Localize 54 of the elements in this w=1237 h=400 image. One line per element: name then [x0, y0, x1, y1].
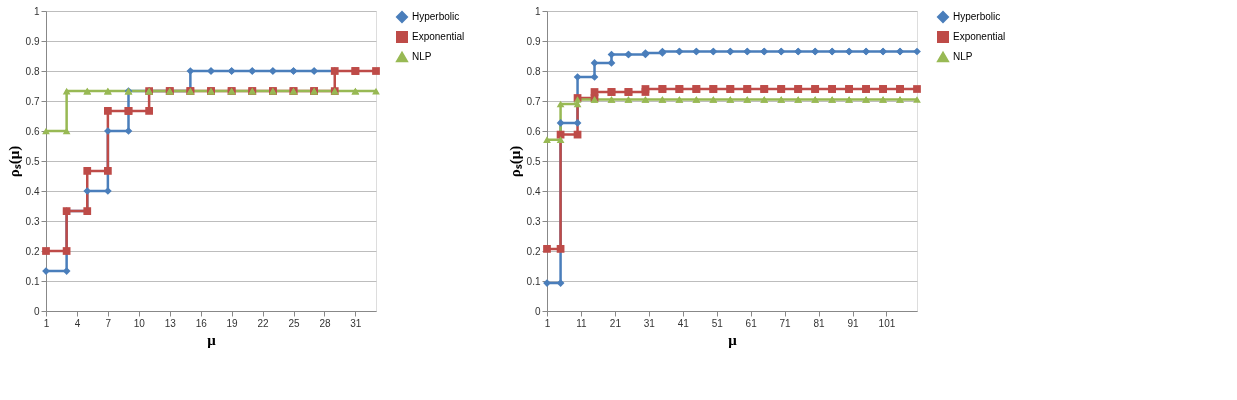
x-tick-label: 31	[350, 317, 362, 329]
x-tick-label: 11	[576, 317, 588, 329]
y-tick-label: 0.4	[25, 185, 40, 197]
x-tick-label: 51	[711, 317, 724, 329]
y-tick-label: 0.8	[25, 65, 40, 77]
y-axis-title: ρₛ(μ)	[506, 145, 524, 178]
x-tick-label: 21	[609, 317, 622, 329]
legend-label: Hyperbolic	[953, 11, 1001, 22]
x-tick-label: 71	[779, 317, 792, 329]
y-tick-label: 0.4	[526, 185, 541, 197]
y-tick-label: 0.1	[526, 275, 541, 287]
y-tick-label: 0	[534, 305, 541, 317]
y-tick-label: 0.5	[25, 155, 40, 167]
x-tick-label: 13	[164, 317, 177, 329]
y-tick-label: 0.7	[526, 95, 541, 107]
x-tick-label: 101	[878, 317, 896, 329]
x-tick-label: 10	[133, 317, 146, 329]
y-tick-label: 0	[33, 305, 40, 317]
y-tick-label: 1	[534, 5, 541, 17]
x-tick-label: 61	[745, 317, 758, 329]
legend-label: NLP	[412, 51, 432, 62]
y-tick-label: 0.2	[526, 245, 541, 257]
y-tick-label: 0.9	[526, 35, 541, 47]
x-axis-title: μ	[728, 331, 738, 348]
y-tick-label: 0.9	[25, 35, 40, 47]
x-tick-label: 16	[195, 317, 208, 329]
x-tick-label: 19	[226, 317, 239, 329]
x-tick-label: 28	[319, 317, 331, 329]
y-tick-label: 0.6	[526, 125, 541, 137]
legend-label: Exponential	[412, 31, 465, 42]
x-tick-label: 7	[105, 317, 112, 329]
legend-label: Exponential	[953, 31, 1006, 42]
x-tick-label: 4	[74, 317, 81, 329]
y-tick-label: 0.3	[25, 215, 40, 227]
x-tick-label: 91	[847, 317, 859, 329]
legend-label: NLP	[953, 51, 973, 62]
legend-label: Hyperbolic	[412, 11, 460, 22]
x-tick-label: 41	[677, 317, 690, 329]
y-tick-label: 1	[33, 5, 40, 17]
x-tick-label: 22	[257, 317, 270, 329]
y-axis-title: ρₛ(μ)	[5, 145, 23, 178]
y-tick-label: 0.7	[25, 95, 40, 107]
y-tick-label: 0.8	[526, 65, 541, 77]
x-tick-label: 1	[43, 317, 50, 329]
x-tick-label: 1	[544, 317, 551, 329]
y-tick-label: 0.1	[25, 275, 40, 287]
y-tick-label: 0.3	[526, 215, 541, 227]
x-tick-label: 81	[813, 317, 826, 329]
x-tick-label: 31	[643, 317, 656, 329]
x-axis-title: μ	[207, 331, 217, 348]
y-tick-label: 0.2	[25, 245, 40, 257]
y-tick-label: 0.5	[526, 155, 541, 167]
x-tick-label: 25	[288, 317, 300, 329]
y-tick-label: 0.6	[25, 125, 40, 137]
